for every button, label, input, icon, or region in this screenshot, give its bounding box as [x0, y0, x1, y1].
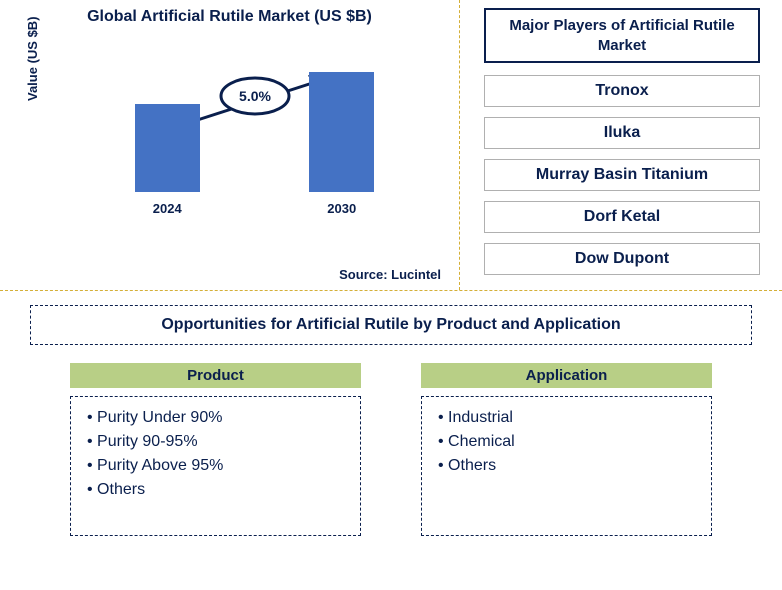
player-item: Tronox	[484, 75, 760, 107]
list-item: • Industrial	[438, 409, 695, 427]
top-row: Global Artificial Rutile Market (US $B) …	[0, 0, 782, 290]
x-label: 2024	[153, 201, 182, 216]
chart-panel: Global Artificial Rutile Market (US $B) …	[0, 0, 460, 290]
bars-container	[80, 72, 429, 192]
bar-chart: Value (US $B) 5.0% 2024 2030	[80, 46, 429, 216]
player-item: Iluka	[484, 117, 760, 149]
product-list: • Purity Under 90% • Purity 90-95% • Pur…	[70, 396, 361, 536]
product-header: Product	[70, 363, 361, 388]
bar-2024	[135, 104, 200, 192]
list-item: • Others	[87, 481, 344, 499]
opportunities-panel: Opportunities for Artificial Rutile by P…	[0, 291, 782, 550]
opportunities-title: Opportunities for Artificial Rutile by P…	[30, 305, 752, 345]
x-label: 2030	[327, 201, 356, 216]
list-item: • Purity Under 90%	[87, 409, 344, 427]
players-panel: Major Players of Artificial Rutile Marke…	[460, 0, 782, 290]
list-item: • Purity Above 95%	[87, 457, 344, 475]
player-item: Dorf Ketal	[484, 201, 760, 233]
bar-2030	[309, 72, 374, 192]
player-item: Dow Dupont	[484, 243, 760, 275]
x-axis-labels: 2024 2030	[80, 201, 429, 216]
y-axis-label: Value (US $B)	[25, 16, 40, 101]
application-column: Application • Industrial • Chemical • Ot…	[421, 363, 712, 536]
product-column: Product • Purity Under 90% • Purity 90-9…	[70, 363, 361, 536]
application-header: Application	[421, 363, 712, 388]
list-item: • Chemical	[438, 433, 695, 451]
opportunities-columns: Product • Purity Under 90% • Purity 90-9…	[30, 363, 752, 536]
source-label: Source: Lucintel	[339, 267, 441, 282]
list-item: • Purity 90-95%	[87, 433, 344, 451]
application-list: • Industrial • Chemical • Others	[421, 396, 712, 536]
players-title: Major Players of Artificial Rutile Marke…	[484, 8, 760, 63]
list-item: • Others	[438, 457, 695, 475]
player-item: Murray Basin Titanium	[484, 159, 760, 191]
chart-title: Global Artificial Rutile Market (US $B)	[0, 0, 459, 46]
